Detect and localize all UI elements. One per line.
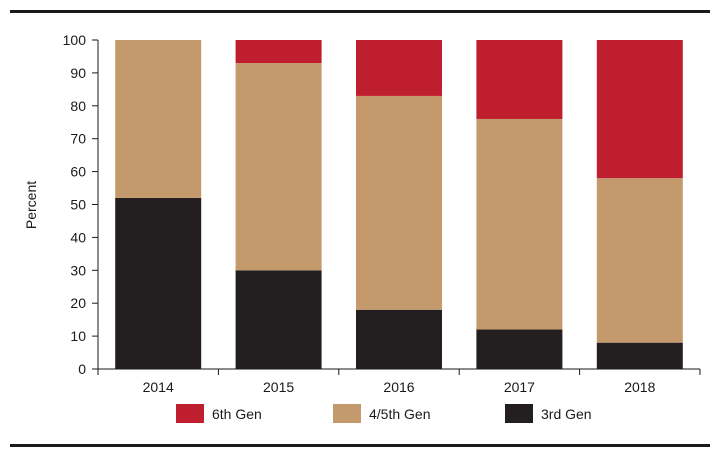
bar-2015-6th-gen bbox=[235, 40, 322, 64]
bar-2017-3rd-gen bbox=[476, 329, 563, 369]
y-tick-label: 30 bbox=[70, 262, 86, 278]
x-tick-label: 2016 bbox=[383, 379, 414, 395]
bar-2016-4-5th-gen bbox=[356, 95, 442, 310]
legend: 6th Gen 4/5th Gen 3rd Gen bbox=[176, 404, 592, 423]
bar-2015-4-5th-gen bbox=[235, 63, 322, 271]
legend-swatch-4-5th-gen bbox=[333, 404, 361, 423]
bar-2018-4-5th-gen bbox=[596, 178, 683, 343]
bar-2017-4-5th-gen bbox=[476, 118, 563, 330]
y-tick-label: 70 bbox=[70, 131, 86, 147]
bars-layer bbox=[115, 40, 683, 369]
bar-2016-3rd-gen bbox=[356, 309, 442, 369]
legend-swatch-3rd-gen bbox=[505, 404, 533, 423]
y-tick-label: 0 bbox=[78, 361, 86, 377]
y-tick-label: 10 bbox=[70, 328, 86, 344]
legend-label: 3rd Gen bbox=[541, 406, 592, 422]
x-tick-label: 2015 bbox=[263, 379, 294, 395]
bar-2017-6th-gen bbox=[476, 40, 563, 119]
x-tick-label: 2017 bbox=[504, 379, 535, 395]
bar-2014-3rd-gen bbox=[115, 197, 202, 369]
bottom-rule bbox=[10, 444, 710, 447]
top-rule bbox=[10, 10, 710, 13]
y-tick-label: 40 bbox=[70, 229, 86, 245]
x-tick-label: 2018 bbox=[624, 379, 655, 395]
legend-label: 4/5th Gen bbox=[369, 406, 431, 422]
y-axis-label: Percent bbox=[23, 181, 39, 229]
x-tick-label: 2014 bbox=[143, 379, 174, 395]
y-tick-label: 60 bbox=[70, 164, 86, 180]
y-tick-label: 20 bbox=[70, 295, 86, 311]
bar-2018-6th-gen bbox=[596, 40, 683, 179]
y-tick-label: 90 bbox=[70, 65, 86, 81]
bar-2014-4-5th-gen bbox=[115, 40, 202, 198]
y-tick-label: 80 bbox=[70, 98, 86, 114]
axes-layer: 2014 2015 2016 2017 2018 0 10 20 30 40 50 60 70 80 90 1… bbox=[63, 32, 701, 395]
y-tick-label: 100 bbox=[63, 32, 87, 48]
y-tick-label: 50 bbox=[70, 197, 86, 213]
legend-label: 6th Gen bbox=[212, 406, 262, 422]
bar-2015-3rd-gen bbox=[235, 270, 322, 369]
legend-swatch-6th-gen bbox=[176, 404, 204, 423]
bar-2016-6th-gen bbox=[356, 40, 442, 96]
bar-2018-3rd-gen bbox=[596, 342, 683, 369]
